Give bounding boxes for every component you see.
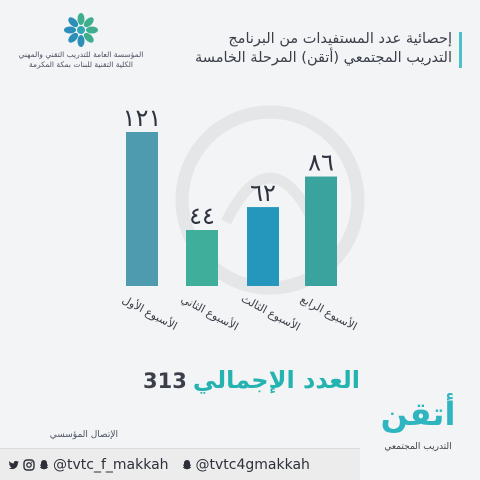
bar-1 xyxy=(126,132,158,286)
organization-name-line1: المؤسسة العامة للتدريب التقني والمهني xyxy=(18,50,144,59)
social-bar: @tvtc_f_makkah @tvtc4gmakkah xyxy=(0,448,360,480)
social-group-1: @tvtc_f_makkah xyxy=(8,457,169,473)
twitter-icon[interactable] xyxy=(8,459,20,471)
social-handle-2[interactable]: @tvtc4gmakkah xyxy=(195,456,310,473)
header-title-line2: التدريب المجتمعي (أتقن) المرحلة الخامسة xyxy=(195,50,452,66)
category-label-3: الأسبوع الثالث xyxy=(239,291,303,334)
instagram-icon[interactable] xyxy=(23,458,35,471)
header-title-line1: إحصائية عدد المستفيدات من البرنامج xyxy=(228,31,452,47)
social-handle-1[interactable]: @tvtc_f_makkah xyxy=(53,456,169,473)
snapchat-icon[interactable] xyxy=(181,459,193,471)
organization-name-line2: الكلية التقنية للبنات بمكة المكرمة xyxy=(28,60,134,69)
snapchat-icon[interactable] xyxy=(38,459,50,471)
total-summary: العدد الإجمالي 313 xyxy=(143,366,360,402)
category-label-2: الأسبوع الثاني xyxy=(179,292,241,334)
organization-logo-block: المؤسسة العامة للتدريب التقني والمهني ال… xyxy=(6,10,156,80)
background-watermark xyxy=(175,105,365,295)
category-label-4: الأسبوع الرابع xyxy=(298,292,359,333)
contact-label: الإتصال المؤسسي xyxy=(49,430,118,440)
social-group-2: @tvtc4gmakkah xyxy=(181,457,310,473)
header-accent-bar xyxy=(459,32,462,68)
bar-3 xyxy=(247,207,279,286)
bar-4 xyxy=(305,176,337,286)
bar-2 xyxy=(186,230,218,286)
organization-logo-icon xyxy=(64,13,98,47)
category-label-1: الأسبوع الأول xyxy=(120,292,180,333)
total-value: 313 xyxy=(143,369,187,393)
brand-subtitle: التدريب المجتمعي xyxy=(384,442,452,452)
bar-value-label-4: ٨٦ xyxy=(308,149,334,177)
bar-value-label-1: ١٢١ xyxy=(123,104,162,132)
brand-wordmark: أتقن xyxy=(380,395,456,433)
brand-logo-block: أتقن التدريب المجتمعي xyxy=(368,392,468,472)
chart-header: إحصائية عدد المستفيدات من البرنامج التدر… xyxy=(152,30,462,70)
total-label: العدد الإجمالي xyxy=(192,366,360,394)
bar-value-label-2: ٤٤ xyxy=(189,202,215,230)
bar-value-label-3: ٦٢ xyxy=(250,179,276,207)
